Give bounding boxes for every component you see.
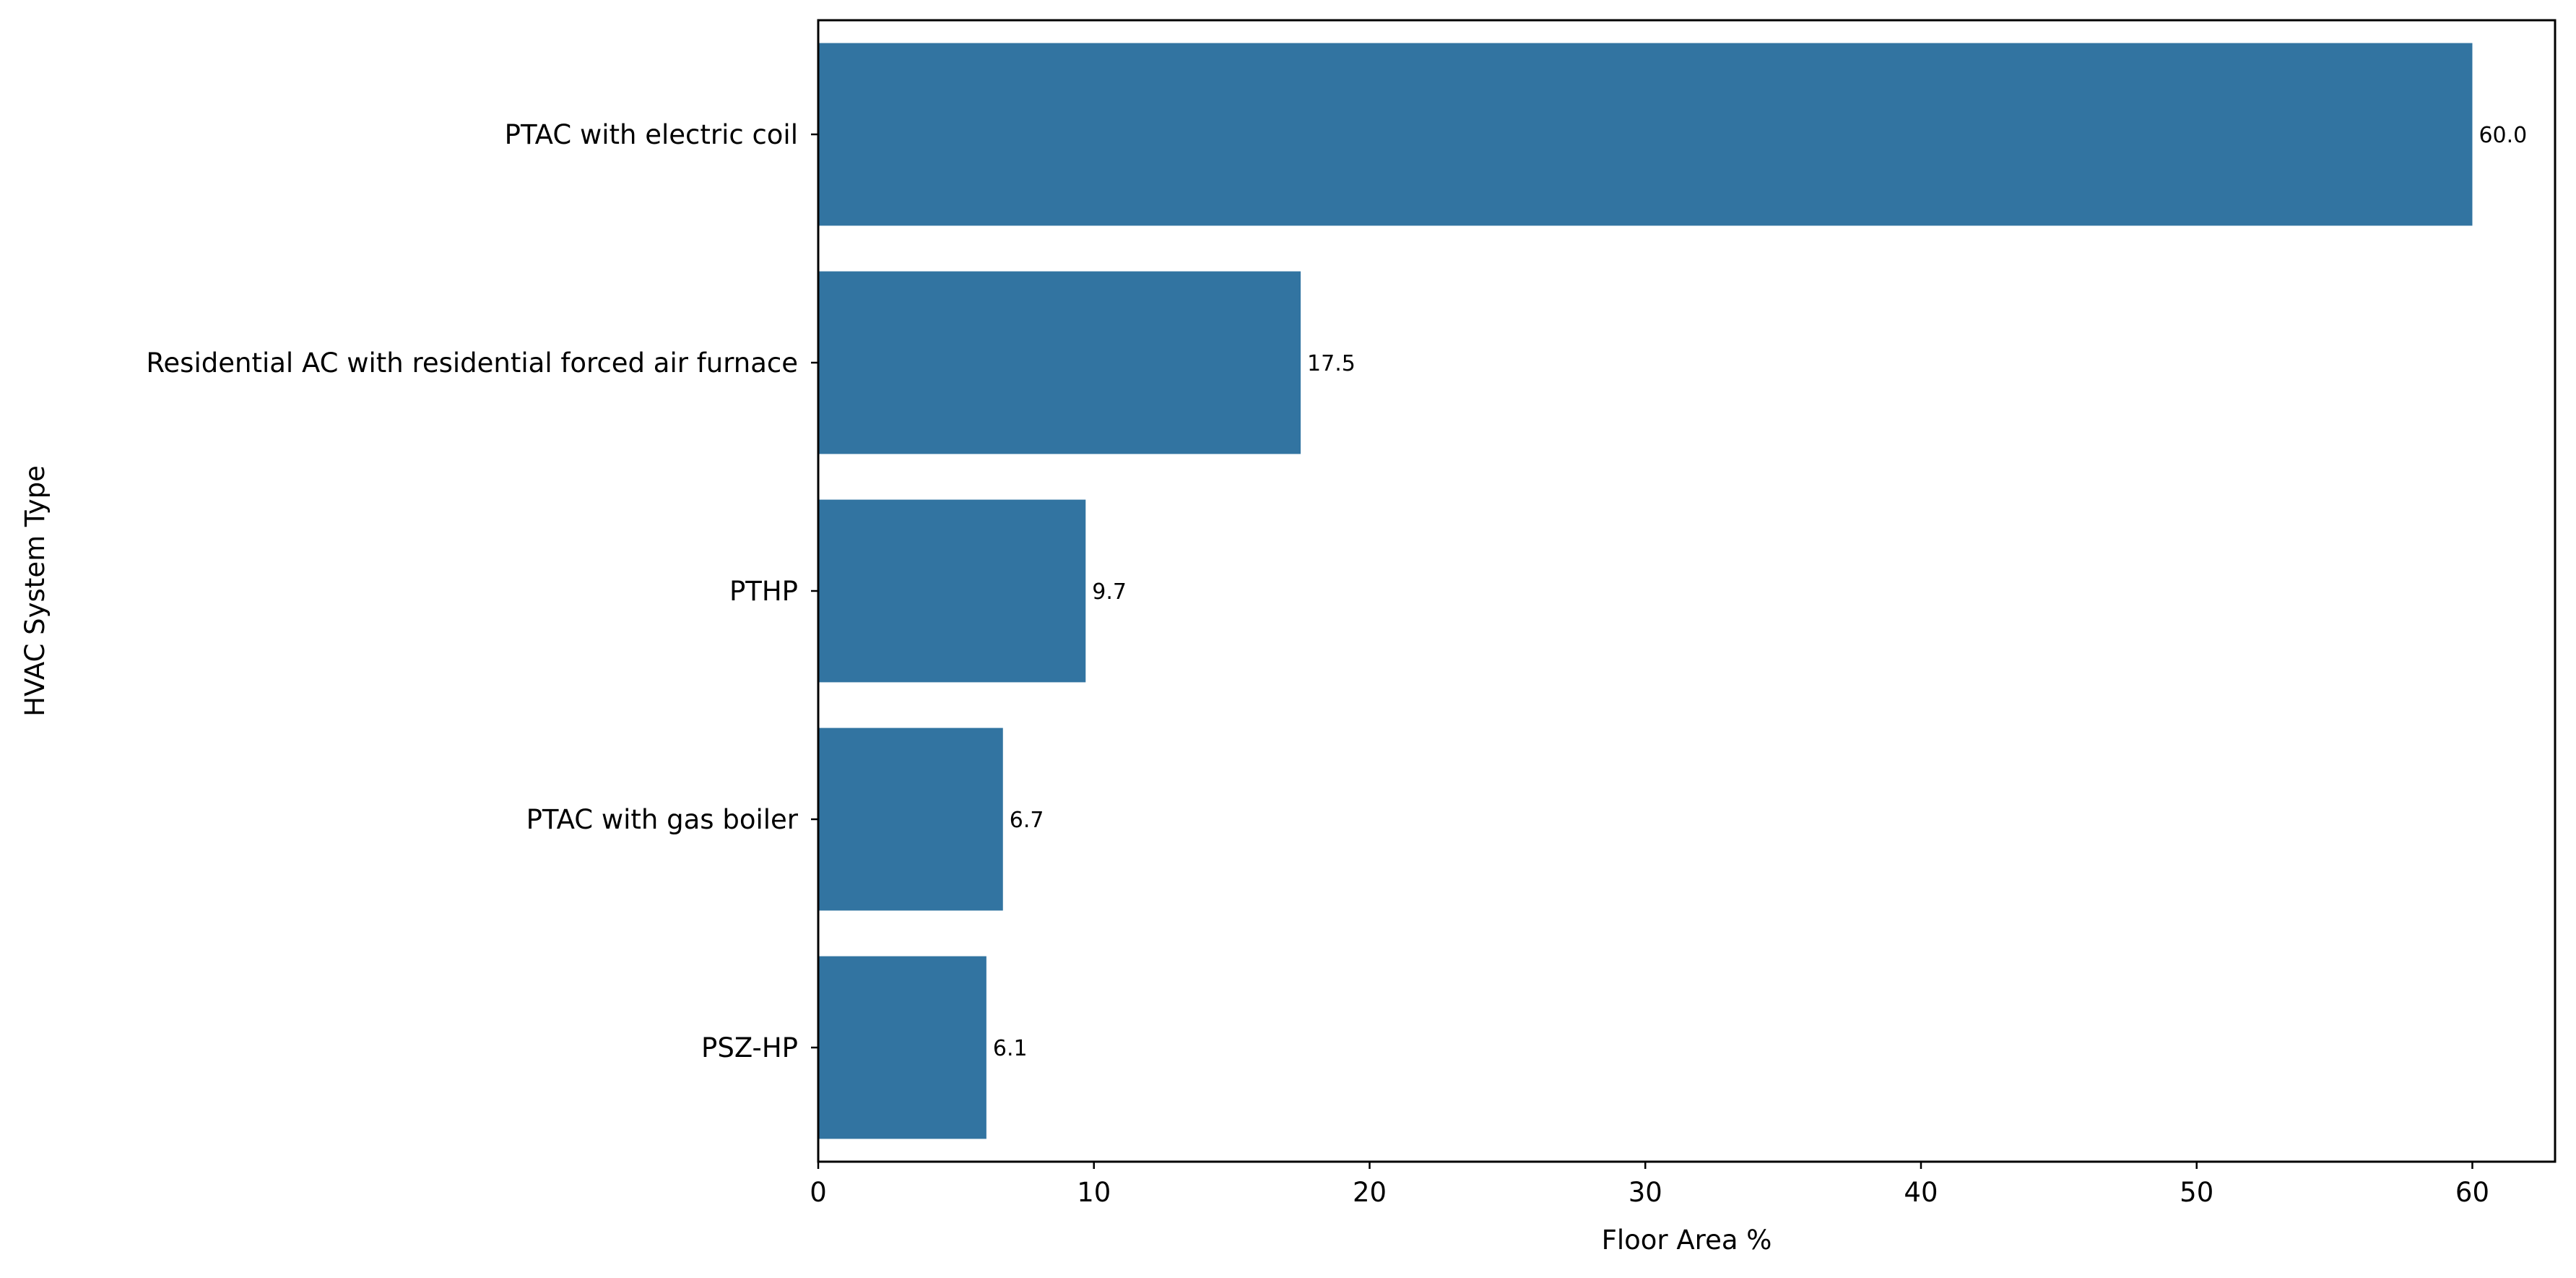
bar-data-label: 6.1 (993, 1036, 1028, 1061)
y-tick-label: PTHP (729, 576, 798, 607)
bar (818, 499, 1086, 683)
bar (818, 43, 2473, 226)
bar-data-label: 9.7 (1092, 579, 1127, 605)
bar-data-label: 60.0 (2479, 123, 2527, 148)
bar (818, 956, 986, 1139)
y-axis-title: HVAC System Type (19, 465, 51, 717)
y-axis-ticks: PTAC with electric coil Residential AC wi… (146, 119, 818, 1063)
x-axis-title: Floor Area % (1602, 1225, 1772, 1256)
x-tick-label: 10 (1077, 1177, 1111, 1208)
x-tick-label: 50 (2180, 1177, 2213, 1208)
y-tick-label: PSZ-HP (701, 1032, 798, 1063)
y-tick-label: PTAC with gas boiler (526, 804, 799, 835)
x-tick-label: 20 (1353, 1177, 1387, 1208)
data-labels-group: 60.0 17.5 9.7 6.7 6.1 (993, 123, 2527, 1061)
x-tick-label: 60 (2455, 1177, 2489, 1208)
y-tick-label: Residential AC with residential forced a… (146, 347, 798, 379)
plot-frame (817, 19, 2557, 1163)
bar (818, 271, 1301, 454)
bars-group (818, 43, 2473, 1139)
bar-data-label: 17.5 (1307, 351, 1356, 376)
x-tick-label: 0 (810, 1177, 827, 1208)
x-tick-label: 40 (1904, 1177, 1938, 1208)
x-axis-ticks: 0 10 20 30 40 50 60 (810, 1162, 2489, 1208)
bar (818, 727, 1003, 911)
y-tick-label: PTAC with electric coil (505, 119, 798, 150)
bar-data-label: 6.7 (1010, 808, 1044, 833)
x-tick-label: 30 (1629, 1177, 1662, 1208)
